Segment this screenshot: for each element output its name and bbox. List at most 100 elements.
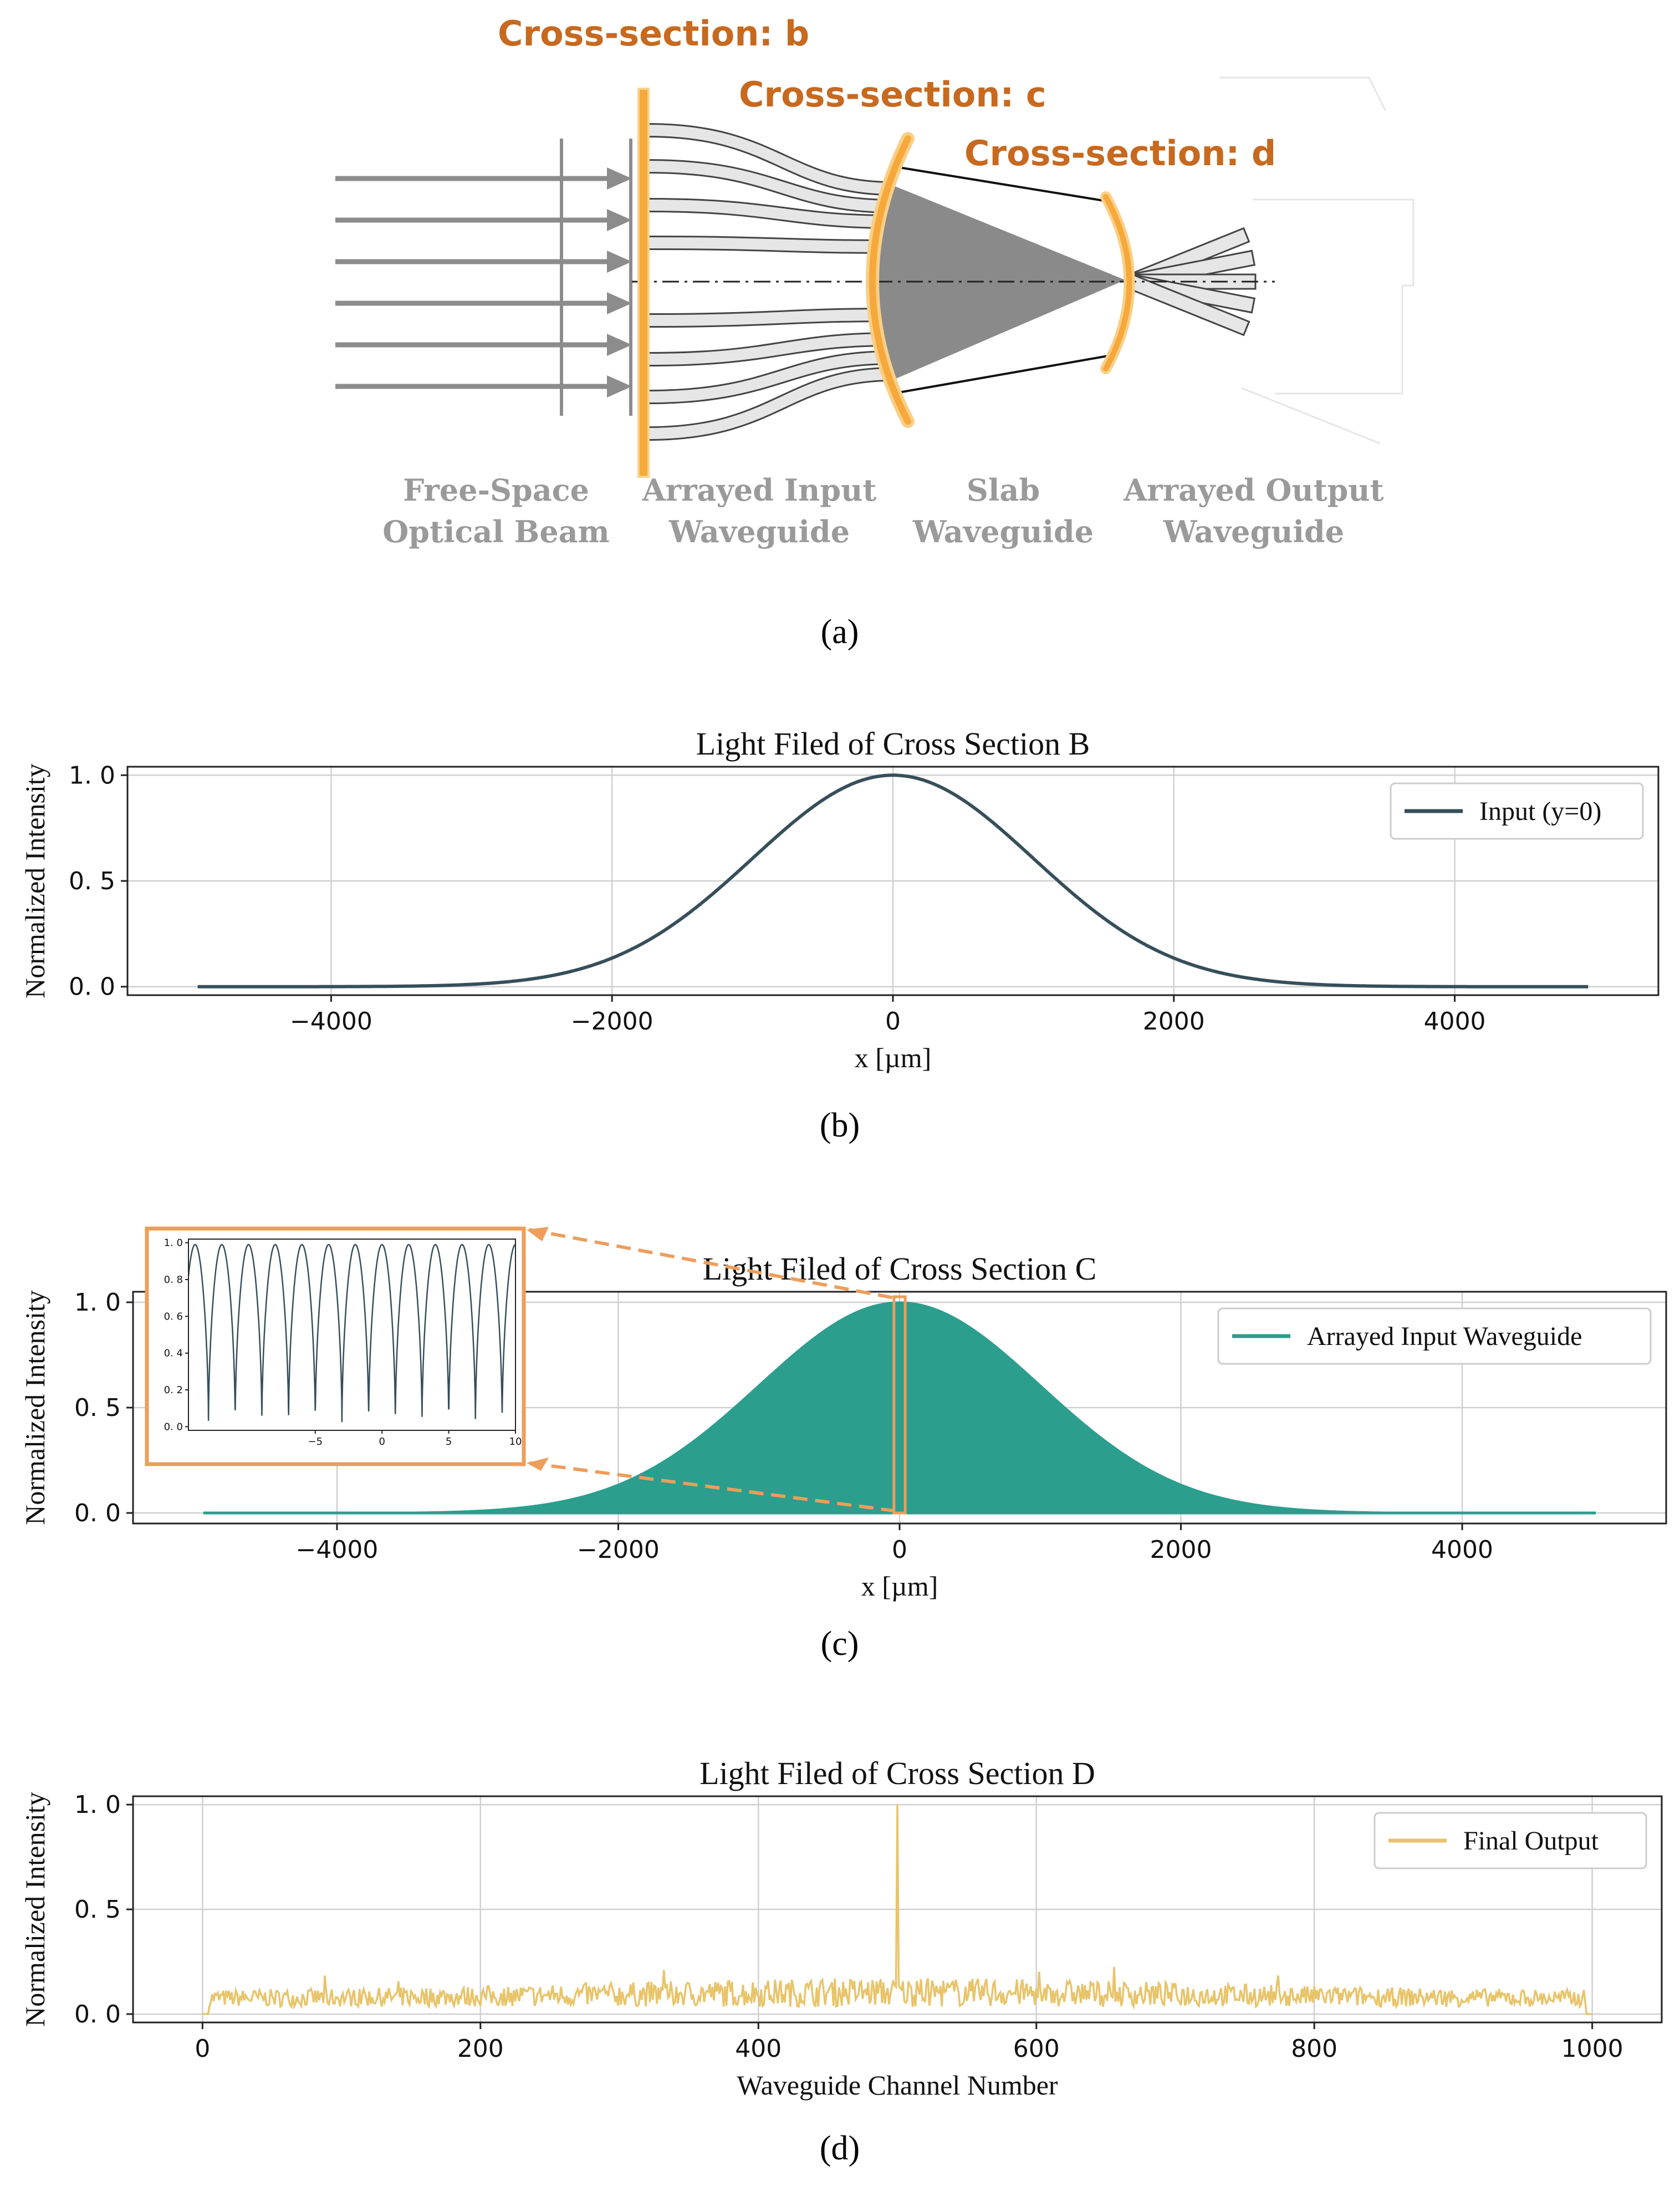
- inset-x-tick-label: 0: [379, 1436, 385, 1448]
- arrayed-output-waveguides: [1127, 227, 1257, 337]
- y-tick-label: 0. 5: [69, 867, 115, 895]
- beam-arrow-head: [607, 251, 632, 273]
- caption-c: (c): [821, 1625, 859, 1663]
- slab-waveguide-label-line1: Slab: [967, 472, 1040, 508]
- x-axis-label: x [µm]: [855, 1042, 932, 1073]
- inset-series-line: [187, 1244, 516, 1423]
- inset-axes-frame: [188, 1239, 516, 1431]
- legend-label: Input (y=0): [1479, 797, 1601, 826]
- output-waveguide-label-line1: Arrayed Output: [1123, 472, 1383, 508]
- chart-cross-section-b: −4000 −2000 0 2000 4000 0. 0 0. 5 1. 0 Light Fil…: [19, 726, 1659, 1073]
- zoom-connector-arrowhead: [527, 1227, 549, 1241]
- inset-y-tick-label: 0. 4: [164, 1348, 183, 1359]
- x-tick-label: 4000: [1424, 1007, 1486, 1036]
- cross-section-d-lens-core: [1103, 194, 1132, 371]
- x-tick-label: 0: [885, 1007, 901, 1036]
- free-space-label-line1: Free-Space: [403, 472, 589, 508]
- faint-outline-diag: [1241, 387, 1381, 445]
- zoom-connector: [529, 1228, 895, 1300]
- y-tick-label: 0. 5: [74, 1394, 121, 1422]
- input-waveguide: [648, 200, 893, 227]
- x-tick-label: 200: [457, 2035, 504, 2063]
- x-tick-label: 1000: [1561, 2035, 1623, 2063]
- input-waveguide-label-line1: Arrayed Input: [642, 472, 877, 508]
- caption-d: (d): [820, 2129, 860, 2167]
- series-line-final-output: [202, 1805, 1592, 2015]
- beam-arrow-head: [607, 209, 632, 231]
- y-tick-label: 0. 0: [74, 1499, 121, 1527]
- inset-x-tick-label: 5: [446, 1436, 452, 1448]
- y-tick-label: 0. 5: [74, 1895, 121, 1924]
- input-waveguide: [648, 161, 893, 212]
- x-tick-label: 400: [735, 2035, 782, 2063]
- input-waveguide: [648, 309, 893, 326]
- x-tick-label: 0: [892, 1536, 907, 1564]
- input-waveguide: [648, 334, 893, 365]
- inset-x-tick-label: 10: [509, 1436, 522, 1448]
- legend-label: Arrayed Input Waveguide: [1307, 1322, 1582, 1351]
- x-axis-label: Waveguide Channel Number: [737, 2070, 1058, 2101]
- y-tick-label: 1. 0: [74, 1288, 121, 1317]
- input-waveguide: [648, 237, 893, 252]
- inset-y-tick-label: 0. 8: [164, 1274, 183, 1286]
- beam-arrow-head: [607, 375, 632, 398]
- beam-arrow-head: [607, 292, 632, 314]
- x-tick-label: 0: [195, 2035, 210, 2063]
- y-axis-label: Normalized Intensity: [19, 763, 50, 998]
- y-tick-label: 0. 0: [74, 2000, 121, 2029]
- legend-label: Final Output: [1463, 1826, 1599, 1856]
- x-tick-label: 2000: [1143, 1007, 1205, 1036]
- zoom-connector: [529, 1461, 895, 1512]
- inset-y-tick-label: 0. 2: [164, 1384, 183, 1396]
- y-tick-label: 1. 0: [69, 761, 115, 789]
- chart-cross-section-c: −4000 −2000 0 2000 4000 0. 0 0. 5 1. 0 Light Fil…: [19, 1226, 1667, 1602]
- x-tick-label: 2000: [1150, 1536, 1212, 1564]
- faint-outline: [1219, 77, 1387, 111]
- input-waveguide: [648, 352, 893, 402]
- inset-y-tick-label: 0. 0: [164, 1421, 183, 1433]
- beam-arrow-head: [607, 334, 632, 356]
- legend-box: [1373, 1812, 1647, 1869]
- inset-y-tick-label: 0. 6: [164, 1311, 183, 1322]
- slab-edge-line: [892, 354, 1115, 395]
- y-tick-label: 0. 0: [69, 973, 115, 1001]
- slab-waveguide-label-line2: Waveguide: [912, 514, 1094, 549]
- inset-y-tick-label: 1. 0: [164, 1237, 183, 1249]
- x-tick-label: 800: [1291, 2035, 1337, 2063]
- x-axis-label: x [µm]: [861, 1571, 938, 1602]
- cross-section-d-label: Cross-section: d: [964, 133, 1276, 174]
- legend-box: [1217, 1307, 1652, 1365]
- x-tick-label: −4000: [296, 1536, 379, 1564]
- x-tick-label: −2000: [571, 1007, 653, 1036]
- cross-section-b-label: Cross-section: b: [498, 13, 809, 54]
- cross-section-c-label: Cross-section: c: [739, 74, 1046, 115]
- y-tick-label: 1. 0: [74, 1791, 121, 1819]
- input-waveguide-label-line2: Waveguide: [668, 514, 850, 549]
- inset-x-tick-label: −5: [308, 1436, 323, 1448]
- legend-box: [1390, 782, 1644, 840]
- caption-b: (b): [820, 1107, 860, 1144]
- input-waveguide: [648, 125, 893, 194]
- faint-outline-box: [1253, 198, 1415, 395]
- free-space-label-line2: Optical Beam: [382, 514, 610, 549]
- chart-cross-section-d: 0 200 400 600 800 1000 0. 0 0. 5 1. 0 Light Filed…: [19, 1755, 1663, 2101]
- x-tick-label: −2000: [577, 1536, 660, 1564]
- output-waveguide-label-line2: Waveguide: [1163, 514, 1344, 549]
- x-tick-label: 600: [1013, 2035, 1060, 2063]
- slab-waveguide: [871, 183, 1125, 383]
- series-line-input: [197, 773, 1589, 988]
- arrayed-input-waveguides: [648, 123, 893, 441]
- caption-a: (a): [821, 613, 859, 651]
- cross-section-c-lens-core: [869, 135, 911, 425]
- cross-section-b-plate: [637, 88, 650, 478]
- y-axis-label: Normalized Intensity: [19, 1290, 50, 1525]
- beam-arrow-head: [607, 167, 632, 190]
- y-axis-label: Normalized Intensity: [19, 1792, 50, 2027]
- chart-title: Light Filed of Cross Section B: [696, 726, 1090, 762]
- zoom-box: [892, 1295, 907, 1515]
- zoom-connector-arrowhead: [527, 1458, 549, 1471]
- x-tick-label: 4000: [1431, 1536, 1493, 1564]
- input-waveguide: [648, 369, 893, 439]
- free-space-arrows: [335, 167, 632, 398]
